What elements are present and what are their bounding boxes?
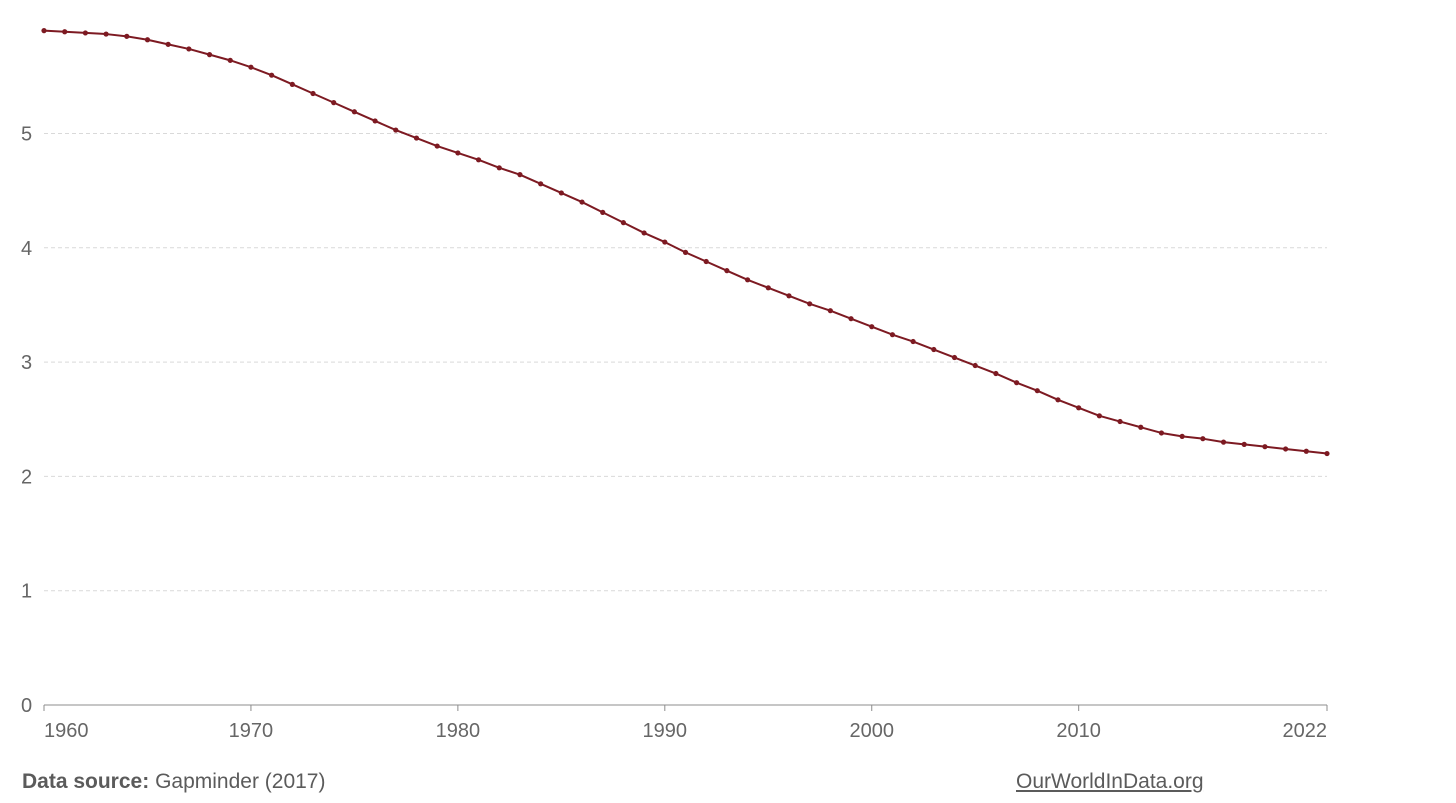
data-point	[765, 285, 771, 291]
data-point	[269, 72, 275, 78]
data-point	[538, 181, 544, 187]
data-point	[1158, 430, 1165, 436]
data-point	[103, 31, 109, 37]
data-point	[889, 332, 896, 338]
data-point	[848, 316, 854, 322]
data-source-label: Data source:	[22, 770, 150, 793]
data-point	[1055, 397, 1061, 403]
data-source: Data source: Gapminder (2017)	[22, 770, 325, 794]
x-tick-label: 2000	[849, 720, 894, 742]
data-point	[144, 37, 151, 43]
x-tick-label: 1980	[436, 720, 481, 742]
data-point	[910, 338, 916, 345]
data-point	[82, 30, 88, 36]
x-tick-label: 1960	[44, 720, 89, 742]
data-point	[869, 324, 875, 330]
series-line	[43, 29, 1328, 455]
data-point	[165, 41, 171, 47]
data-point	[807, 301, 813, 307]
data-point	[579, 199, 585, 205]
data-point	[972, 362, 978, 369]
data-point	[413, 135, 420, 141]
data-point	[682, 249, 689, 255]
data-point	[1117, 418, 1123, 425]
data-point	[206, 52, 213, 58]
line-chart: 0 1 2 3 4 5 1960 1970 1980 1990 2000 2010 2022	[21, 28, 1330, 742]
x-tick-label: 1970	[229, 720, 274, 742]
data-point	[331, 100, 337, 106]
data-source-text: Gapminder (2017)	[155, 770, 326, 793]
data-point	[496, 165, 502, 171]
data-point	[310, 90, 316, 97]
x-axis: 1960 1970 1980 1990 2000 2010 2022	[43, 704, 1328, 742]
data-point	[248, 64, 254, 70]
data-point	[124, 33, 130, 39]
y-tick-label: 5	[21, 124, 32, 146]
data-point	[1241, 441, 1247, 447]
data-point	[41, 28, 47, 34]
data-point	[475, 157, 482, 163]
chart-footer: Data source: Gapminder (2017) OurWorldIn…	[0, 766, 1456, 800]
x-tick-label: 2022	[1283, 720, 1328, 742]
data-point	[600, 209, 606, 215]
data-point	[1262, 444, 1268, 450]
y-tick-label: 4	[21, 238, 32, 260]
data-point	[434, 143, 440, 149]
data-point	[724, 268, 730, 274]
data-point	[703, 258, 709, 265]
data-point	[1013, 380, 1020, 386]
data-point	[1283, 446, 1289, 452]
owid-link[interactable]: OurWorldInData.org	[1016, 770, 1204, 793]
data-point	[1076, 405, 1082, 411]
data-point	[662, 239, 668, 245]
data-point	[1138, 424, 1144, 430]
y-tick-label: 1	[21, 581, 32, 603]
data-point	[1220, 439, 1227, 445]
data-point	[951, 354, 958, 361]
data-point	[1179, 433, 1185, 439]
data-point	[641, 230, 647, 236]
grid-lines	[44, 133, 1327, 592]
y-axis-tick-labels: 0 1 2 3 4 5	[21, 124, 32, 718]
data-point	[372, 118, 378, 124]
y-tick-label: 0	[21, 695, 32, 717]
data-point	[393, 127, 399, 133]
data-point	[62, 29, 68, 35]
data-point	[1200, 436, 1206, 442]
data-point	[827, 308, 833, 314]
data-point	[744, 277, 751, 283]
data-point	[620, 220, 627, 226]
data-point	[1324, 450, 1330, 457]
series-layer	[41, 28, 1330, 457]
data-point	[227, 57, 233, 63]
x-tick-label: 1990	[643, 720, 688, 742]
data-point	[455, 150, 461, 156]
data-point	[289, 81, 295, 87]
data-point	[786, 293, 792, 299]
y-tick-label: 3	[21, 352, 32, 374]
data-point	[517, 172, 523, 178]
y-tick-label: 2	[21, 466, 32, 488]
data-point	[931, 346, 937, 353]
data-point	[558, 190, 564, 196]
data-point	[1303, 448, 1309, 454]
x-tick-label: 2010	[1056, 720, 1101, 742]
data-point	[186, 46, 192, 52]
data-point	[993, 370, 999, 377]
data-point	[351, 109, 358, 115]
data-point	[1096, 413, 1102, 419]
data-point	[1034, 388, 1040, 394]
